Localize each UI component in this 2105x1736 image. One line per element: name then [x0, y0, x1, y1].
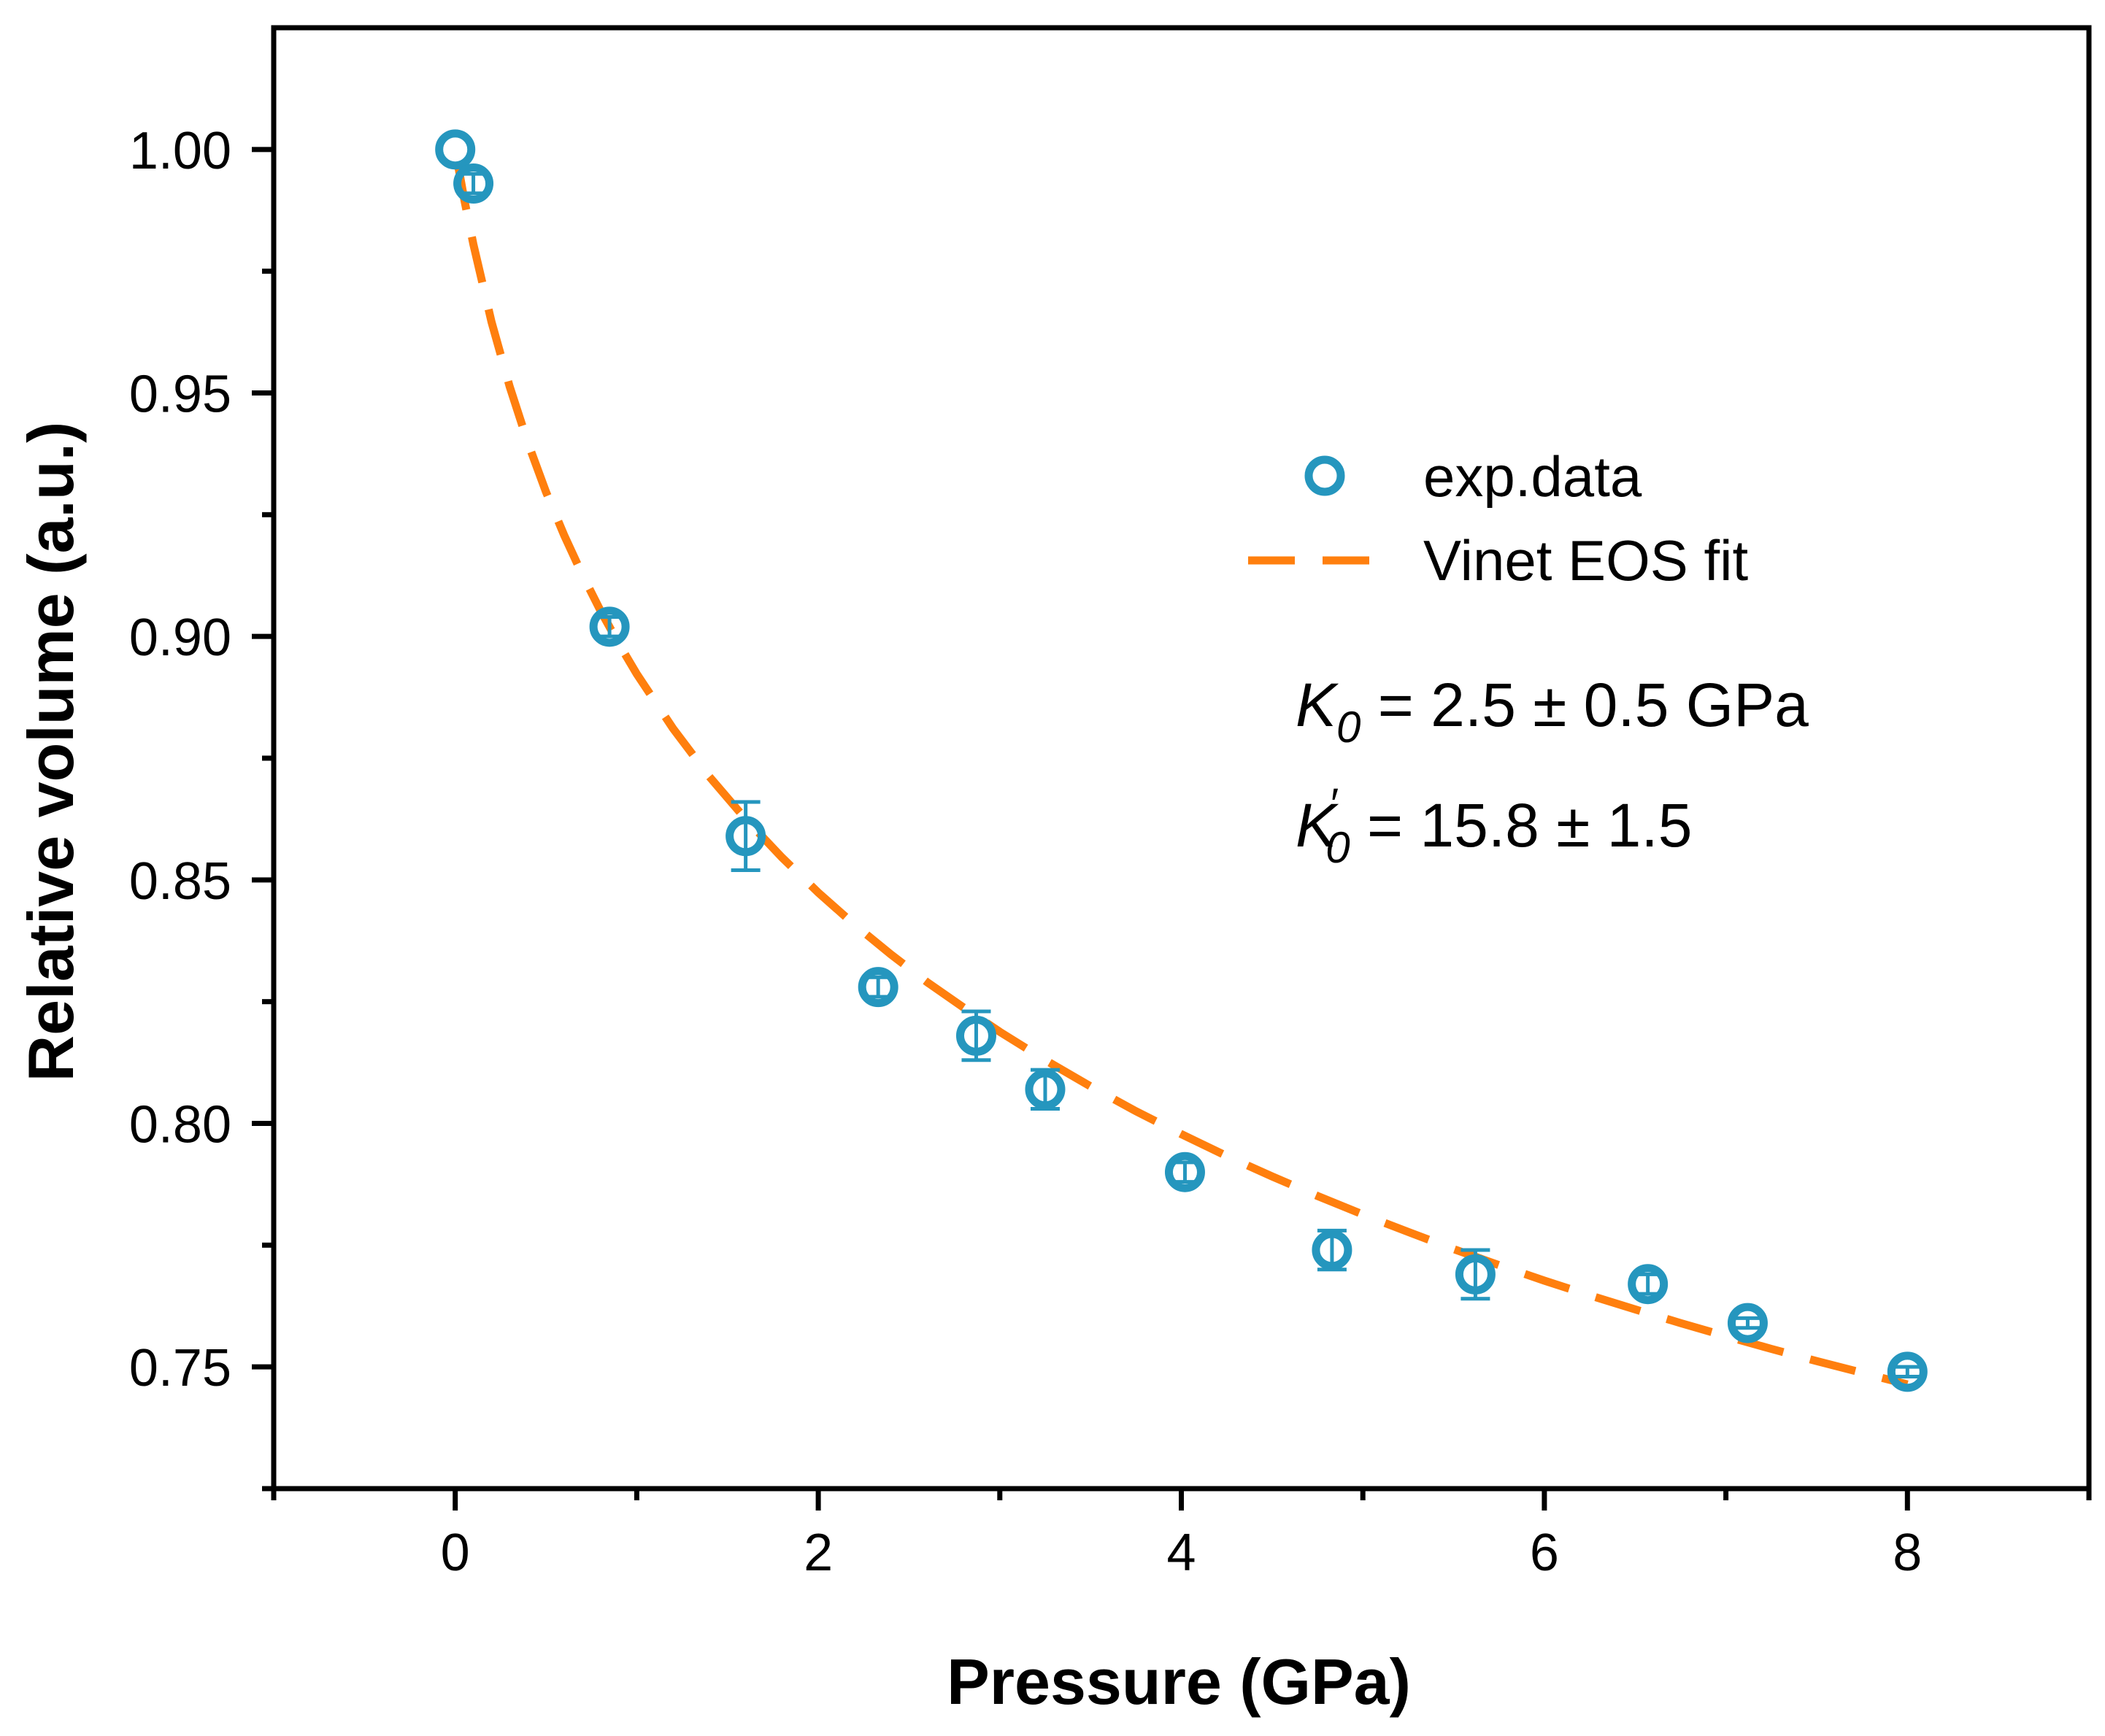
annotation-k0p-symbol: K [1296, 791, 1339, 860]
y-axis-title: Relative volume (a.u.) [15, 422, 87, 1082]
legend-marker-exp-data [1304, 455, 1345, 496]
data-point [435, 129, 476, 170]
y-tick-label: 0.75 [129, 1339, 231, 1397]
data-point [589, 606, 630, 647]
data-point [858, 967, 898, 1008]
y-tick-label: 1.00 [129, 122, 231, 180]
annotation-k0-subscript: 0 [1336, 703, 1361, 752]
data-point [1312, 1230, 1352, 1270]
y-axis-ticks: 0.75 0.80 0.85 0.90 0.95 1.00 [129, 122, 274, 1492]
annotation-k0p-prime: ′ [1331, 779, 1339, 828]
x-axis-title: Pressure (GPa) [947, 1646, 1411, 1718]
data-point [955, 1015, 996, 1056]
x-tick-label: 0 [441, 1524, 470, 1582]
annotation-k0-symbol: K [1296, 671, 1339, 739]
y-tick-label: 0.90 [129, 609, 231, 667]
annotation-k0p-subscript: 0 [1325, 823, 1350, 872]
data-point [1455, 1254, 1496, 1295]
data-point [1025, 1069, 1066, 1110]
data-point [453, 163, 494, 204]
annotation-k0-prime: K′ 0 = 15.8 ± 1.5 [1296, 779, 1692, 872]
fit-layer [451, 148, 1909, 1389]
data-point [1164, 1151, 1205, 1192]
x-tick-label: 6 [1530, 1524, 1559, 1582]
x-tick-label: 2 [804, 1524, 833, 1582]
y-tick-label: 0.85 [129, 852, 231, 911]
y-tick-label: 0.80 [129, 1096, 231, 1154]
x-tick-label: 4 [1166, 1524, 1196, 1582]
legend-label-exp-data: exp.data [1423, 444, 1642, 509]
points-layer [435, 129, 1928, 1392]
annotation-k0p-value: = 15.8 ± 1.5 [1350, 791, 1693, 860]
annotation-k0: K0 = 2.5 ± 0.5 GPa [1296, 671, 1809, 752]
annotation-k0-value: = 2.5 ± 0.5 GPa [1361, 671, 1809, 739]
fit-curve-vinet-eos [451, 148, 1909, 1389]
data-point [1727, 1303, 1768, 1343]
y-tick-label: 0.95 [129, 366, 231, 424]
x-axis-ticks: 0 2 4 6 8 [271, 1489, 2092, 1582]
data-point [1628, 1264, 1669, 1305]
data-point [726, 816, 766, 857]
x-tick-label: 8 [1893, 1524, 1922, 1582]
legend: exp.data Vinet EOS fit [1248, 444, 1748, 593]
data-point [1887, 1351, 1928, 1392]
legend-label-fit: Vinet EOS fit [1423, 528, 1748, 593]
